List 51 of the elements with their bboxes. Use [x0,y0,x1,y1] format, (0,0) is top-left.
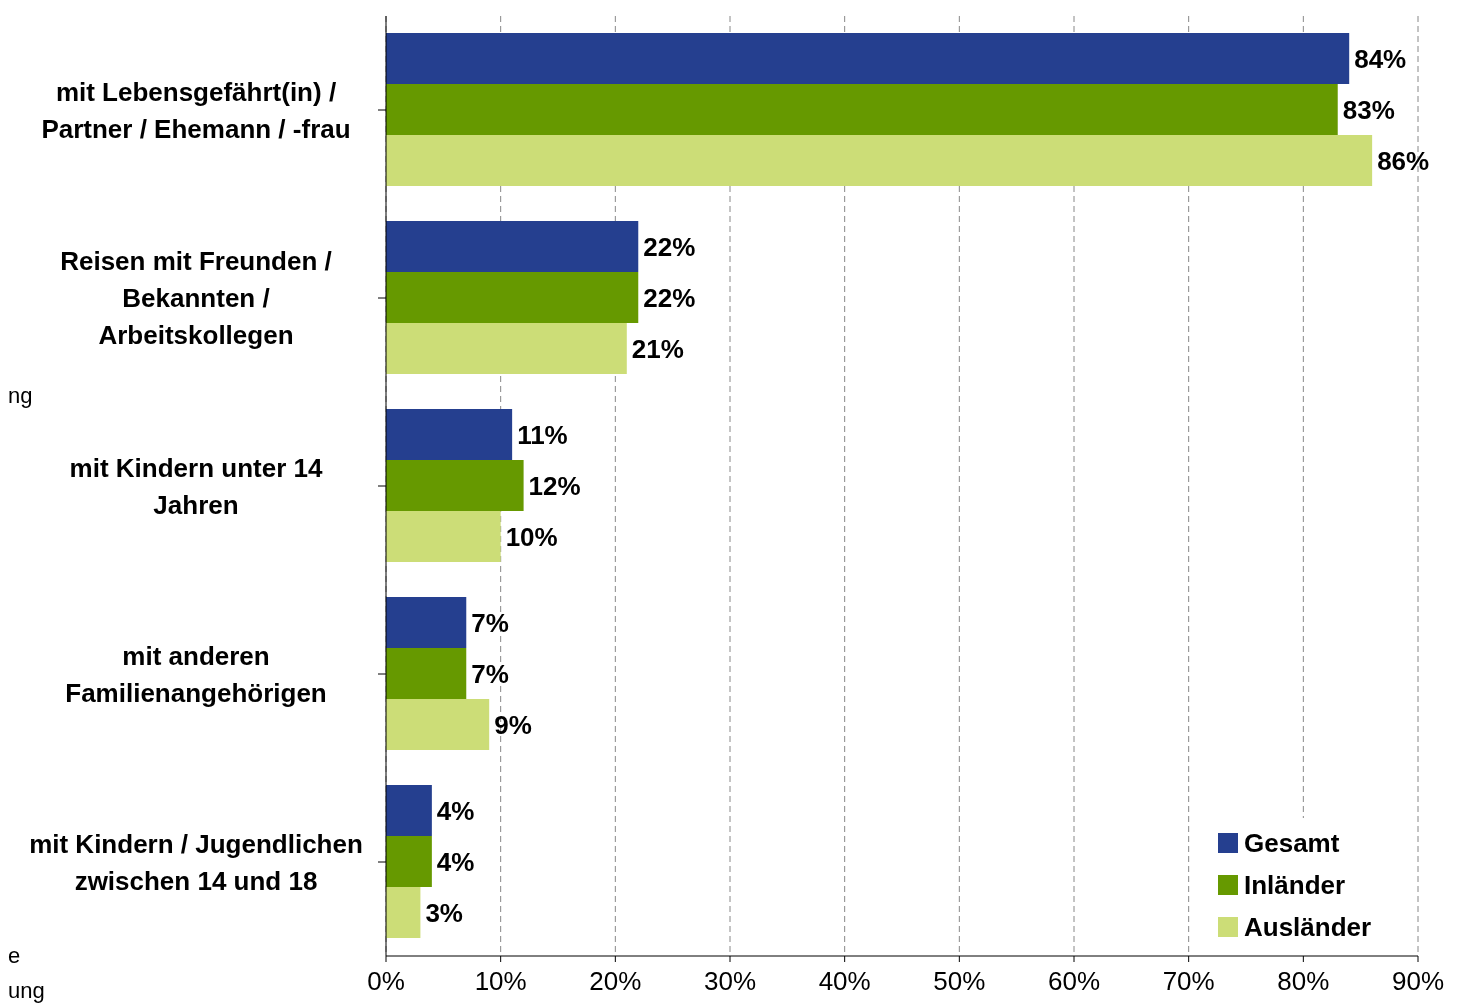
x-tick-label: 90% [1391,966,1445,997]
data-label: 22% [643,231,696,262]
data-label: 7% [471,607,509,638]
x-tick-label: 0% [367,966,405,997]
bar [386,32,1350,84]
data-label: 83% [1342,94,1395,125]
bar [386,408,513,460]
data-label: 84% [1354,43,1407,74]
y-tick-label: mit Lebensgefährt(in) / Partner / Ehemann / -frau [41,76,351,144]
bar [386,271,639,323]
text: e [8,943,21,969]
x-tick-label: 10% [474,966,527,997]
data-label: 7% [471,658,509,689]
data-label: 4% [436,795,475,826]
bar [386,596,467,648]
data-label: 3% [425,897,463,928]
bar [386,886,421,938]
data-label: 12% [528,470,581,501]
data-label: 4% [436,846,475,877]
legend-label: Inländer [1243,868,1347,902]
legend-label: Ausländer [1243,910,1372,944]
y-tick-label: Reisen mit Freunden / Bekannten / Arbeitskollegen [60,246,332,350]
bar [386,83,1338,135]
x-tick-label: 80% [1277,966,1330,997]
data-label: 86% [1377,145,1430,176]
x-tick-label: 50% [933,966,986,997]
bar [386,134,1373,186]
x-tick-label: 30% [703,966,757,997]
bar [386,459,524,511]
y-tick-label: mit Kindern / Jugendlichen zwischen 14 und 18 [29,828,363,896]
legend-label: Gesamt [1243,826,1341,860]
bar [386,510,501,562]
data-label: 21% [631,333,684,364]
data-label: 9% [494,709,532,740]
bar [386,835,432,887]
text: ung [8,978,45,1004]
x-tick-label: 20% [589,966,642,997]
x-tick-label: 40% [818,966,871,997]
data-label: 11% [517,419,568,450]
bar [386,220,639,272]
x-tick-label: 70% [1162,966,1215,997]
data-label: 22% [643,282,696,313]
x-tick-label: 60% [1047,966,1101,997]
data-label: 10% [505,521,558,552]
bar [386,647,467,699]
bar [386,322,627,374]
bar [386,698,490,750]
y-tick-label: mit anderen Familienangehörigen [65,640,327,708]
text: ng [8,383,33,409]
bar [386,784,432,836]
y-tick-label: mit Kindern unter 14 Jahren [69,452,323,520]
